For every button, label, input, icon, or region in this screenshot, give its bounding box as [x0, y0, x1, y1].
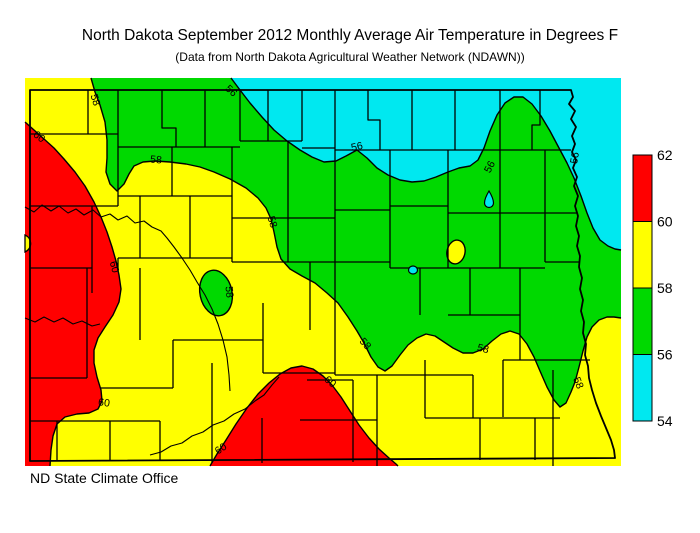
colorbar-tick-label: 62 — [657, 147, 673, 163]
map-title: North Dakota September 2012 Monthly Aver… — [81, 27, 619, 44]
state-outline — [29, 89, 616, 462]
band-60-62-south-region — [210, 366, 398, 466]
contour-value-label: 58 — [223, 286, 236, 299]
contour-line-58 — [90, 77, 622, 408]
north-dakota-outline — [29, 89, 616, 462]
colorbar-legend: 62 60 58 56 54 — [632, 147, 673, 429]
contour-lines — [24, 77, 622, 467]
contour-line-60-south — [209, 365, 399, 467]
contour-line-56 — [230, 77, 622, 251]
colorbar-segment-58-60 — [632, 221, 653, 289]
contour-value-label: 58 — [150, 154, 163, 167]
band-56-58-island — [198, 269, 234, 317]
contour-value-label: 60 — [107, 260, 122, 275]
small-lake — [407, 265, 419, 275]
rivers — [24, 204, 280, 456]
contour-value-label: 58 — [87, 93, 102, 108]
band-56-58-region — [91, 78, 621, 407]
contour-value-label: 58 — [264, 215, 279, 230]
contour-value-label: 60 — [97, 396, 110, 410]
colorbar-tick-label: 56 — [657, 347, 673, 363]
colorbar-tick-label: 54 — [657, 413, 673, 429]
lake-droplet — [483, 189, 495, 209]
contour-value-label: 58 — [476, 342, 490, 357]
contour-line-60-west — [24, 121, 122, 467]
contour-value-label: 56 — [482, 159, 498, 175]
river-line — [24, 204, 231, 392]
colorbar-segment-60-62 — [632, 154, 653, 222]
county-border-line — [161, 90, 177, 147]
contour-value-label: 58 — [570, 375, 586, 390]
colorbar-tick-label: 60 — [657, 214, 673, 230]
contour-value-label: 56 — [350, 140, 364, 154]
band-60-62-west-region — [25, 122, 121, 466]
county-border-line — [367, 90, 381, 150]
contour-fill-regions — [24, 78, 621, 466]
colorbar-segment-56-58 — [632, 287, 653, 355]
lakes — [407, 189, 495, 275]
credit-text: ND State Climate Office — [30, 470, 179, 486]
colorbar-tick-label: 58 — [657, 280, 673, 296]
contour-value-label: 56 — [568, 151, 582, 165]
county-border-line — [531, 90, 541, 150]
county-borders — [30, 90, 590, 466]
band-58-60-island — [446, 239, 466, 265]
colorbar-segment-54-56 — [632, 354, 653, 422]
map-subtitle: (Data from North Dakota Agricultural Wea… — [175, 50, 525, 64]
band-54-56-region — [231, 78, 621, 250]
river-line — [24, 316, 101, 327]
river-line — [149, 376, 280, 456]
